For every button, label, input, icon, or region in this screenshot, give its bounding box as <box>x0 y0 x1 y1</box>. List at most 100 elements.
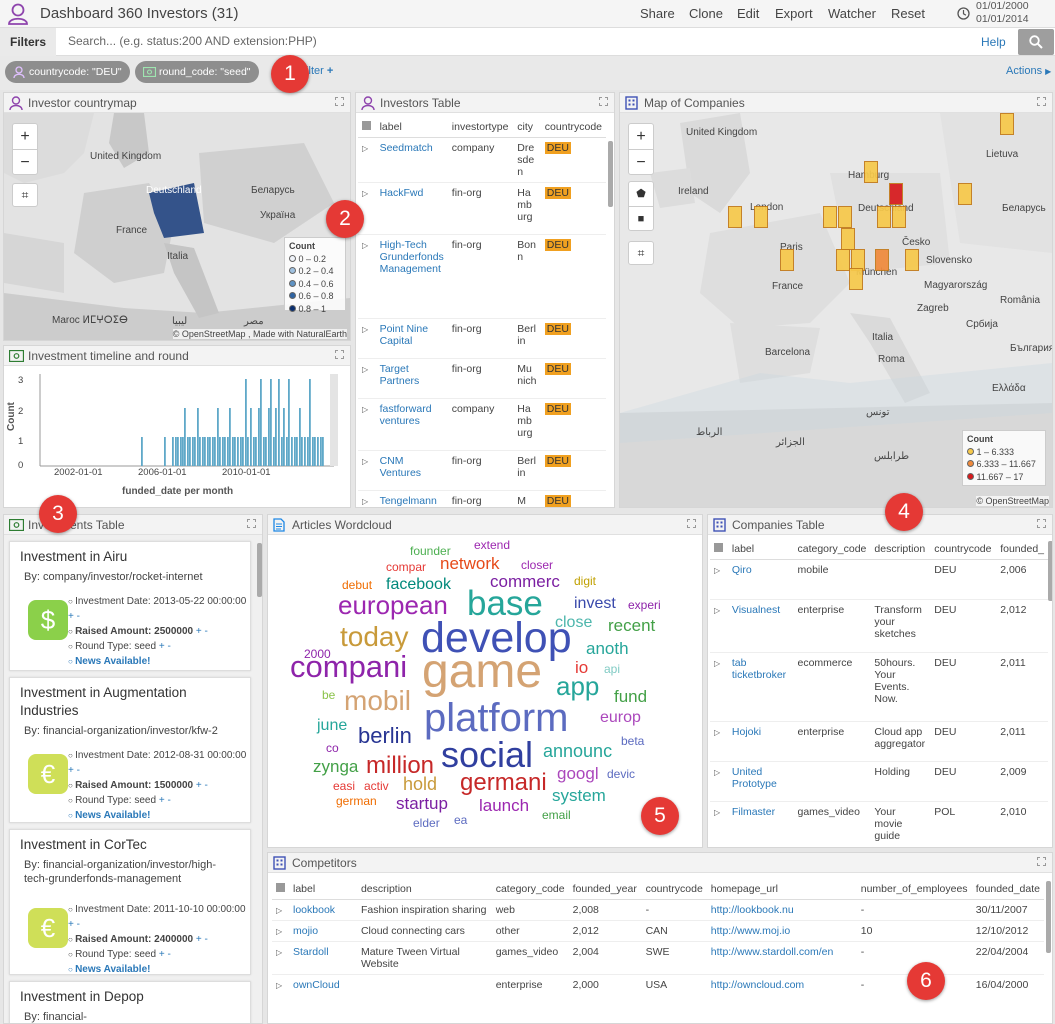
expand-icon[interactable] <box>1037 519 1046 528</box>
expand-row-icon[interactable]: ▷ <box>358 490 376 507</box>
search-button[interactable] <box>1018 29 1054 55</box>
expand-icon[interactable] <box>599 97 608 106</box>
filter-plus-button[interactable]: + <box>195 626 202 637</box>
expand-icon[interactable] <box>1037 857 1046 866</box>
wordcloud-word[interactable]: api <box>604 662 621 676</box>
wordcloud-word[interactable]: german <box>336 794 377 808</box>
timeline-bar[interactable] <box>296 437 298 466</box>
wordcloud-word[interactable]: network <box>440 554 500 573</box>
wordcloud-word[interactable]: founder <box>410 544 451 558</box>
wordcloud-word[interactable]: closer <box>521 558 554 572</box>
table-row[interactable]: ▷ mojio Cloud connecting cars other 2,012 CAN… <box>272 920 1044 942</box>
wordcloud-word[interactable]: social <box>441 734 534 775</box>
filter-plus-button[interactable]: + <box>68 611 74 622</box>
scrollbar[interactable] <box>608 141 613 207</box>
column-header[interactable]: number_of_employees <box>856 879 972 900</box>
homepage-link[interactable]: http://owncloud.com <box>710 979 805 991</box>
wordcloud-word[interactable]: june <box>317 717 348 734</box>
filter-minus-button[interactable]: - <box>76 765 80 776</box>
filter-plus-button[interactable]: + <box>68 765 74 776</box>
filter-pill-round[interactable]: round_code: "seed" <box>135 61 259 83</box>
help-link[interactable]: Help <box>981 35 1006 49</box>
company-marker[interactable] <box>905 249 919 271</box>
expand-icon[interactable] <box>335 97 344 106</box>
select-all-checkbox[interactable] <box>362 121 371 130</box>
company-marker[interactable] <box>728 206 742 228</box>
company-marker[interactable] <box>754 206 768 228</box>
timeline-bar[interactable] <box>199 437 201 466</box>
competitor-link[interactable]: ownCloud <box>293 979 340 991</box>
company-marker[interactable] <box>958 183 972 205</box>
competitor-link[interactable]: Stardoll <box>293 946 329 958</box>
watcher-button[interactable]: Watcher <box>828 6 876 21</box>
company-marker[interactable] <box>889 183 903 205</box>
column-header[interactable]: homepage_url <box>706 879 857 900</box>
column-header[interactable]: city <box>513 117 541 138</box>
company-marker[interactable] <box>1000 113 1014 135</box>
column-header[interactable]: founded_ <box>996 539 1048 560</box>
table-row[interactable]: ▷ United Prototype Holding DEU 2,009 <box>710 761 1048 802</box>
filter-minus-button[interactable]: - <box>167 641 171 652</box>
timeline-bar[interactable] <box>322 437 324 466</box>
company-link[interactable]: Hojoki <box>731 726 762 738</box>
timeline-bar[interactable] <box>237 437 239 466</box>
column-header[interactable]: description <box>870 539 931 560</box>
investor-link[interactable]: HackFwd <box>379 187 424 199</box>
timeline-bar[interactable] <box>294 437 296 466</box>
wordcloud-word[interactable]: fund <box>614 687 648 706</box>
expand-row-icon[interactable]: ▷ <box>710 599 728 653</box>
timeline-bar[interactable] <box>224 437 226 466</box>
expand-row-icon[interactable]: ▷ <box>272 899 289 921</box>
filter-plus-button[interactable]: + <box>195 934 202 945</box>
scrollbar[interactable] <box>257 543 262 597</box>
wordcloud-word[interactable]: experi <box>628 598 661 612</box>
time-range[interactable]: 01/01/2000 01/01/2014 <box>976 0 1029 26</box>
timeline-bar[interactable] <box>253 437 255 466</box>
table-row[interactable]: ▷ Qiro mobile DEU 2,006 <box>710 559 1048 600</box>
wordcloud-word[interactable]: beta <box>621 734 645 748</box>
wordcloud-word[interactable]: io <box>575 658 589 677</box>
actions-menu[interactable]: Actions ▶ <box>1006 65 1051 77</box>
expand-row-icon[interactable]: ▷ <box>710 652 728 722</box>
timeline-bar[interactable] <box>265 437 267 466</box>
map-attribution[interactable]: © OpenStreetMap , Made with NaturalEarth <box>172 329 347 339</box>
timeline-bar[interactable] <box>281 437 283 466</box>
company-marker[interactable] <box>877 206 891 228</box>
filter-minus-button[interactable]: - <box>76 611 80 622</box>
homepage-link[interactable]: http://www.moj.io <box>710 925 791 937</box>
polygon-tool-button[interactable]: ⬟ <box>629 182 653 207</box>
timeline-bar[interactable] <box>175 437 177 466</box>
timeline-bar[interactable] <box>214 437 216 466</box>
timeline-bar[interactable] <box>180 437 182 466</box>
column-header[interactable]: founded_year <box>568 879 642 900</box>
expand-row-icon[interactable]: ▷ <box>272 941 289 975</box>
table-row[interactable]: ▷ Hojoki enterprise Cloud app aggregator DEU… <box>710 721 1048 762</box>
company-link[interactable]: Visualnest <box>731 604 781 616</box>
timeline-bar[interactable] <box>141 437 143 466</box>
column-header[interactable]: description <box>356 879 492 900</box>
crop-tool-button[interactable]: ⌗ <box>628 241 654 265</box>
timeline-bar[interactable] <box>182 437 184 466</box>
clone-button[interactable]: Clone <box>689 6 723 21</box>
expand-row-icon[interactable]: ▷ <box>358 137 376 183</box>
wordcloud-word[interactable]: debut <box>342 578 373 592</box>
timeline-bar[interactable] <box>258 408 260 466</box>
column-header[interactable]: category_code <box>793 539 871 560</box>
wordcloud-word[interactable]: launch <box>479 796 530 815</box>
filter-pill-countrycode[interactable]: countrycode: "DEU" <box>5 61 130 83</box>
timeline-bar[interactable] <box>212 437 214 466</box>
column-header[interactable]: founded_date <box>971 879 1044 900</box>
company-marker[interactable] <box>823 206 837 228</box>
timeline-bar[interactable] <box>242 437 244 466</box>
timeline-bar[interactable] <box>320 437 322 466</box>
filter-minus-button[interactable]: - <box>167 795 171 806</box>
timeline-bar[interactable] <box>263 437 265 466</box>
wordcloud-word[interactable]: digit <box>574 574 597 588</box>
timeline-bar[interactable] <box>240 437 242 466</box>
wordcloud-word[interactable]: announc <box>543 741 613 761</box>
column-header[interactable]: countrycode <box>540 117 606 138</box>
wordcloud-word[interactable]: game <box>422 645 543 698</box>
timeline-bar[interactable] <box>245 379 247 466</box>
homepage-link[interactable]: http://www.stardoll.com/en <box>710 946 834 958</box>
zoom-in-button[interactable]: + <box>13 124 37 150</box>
